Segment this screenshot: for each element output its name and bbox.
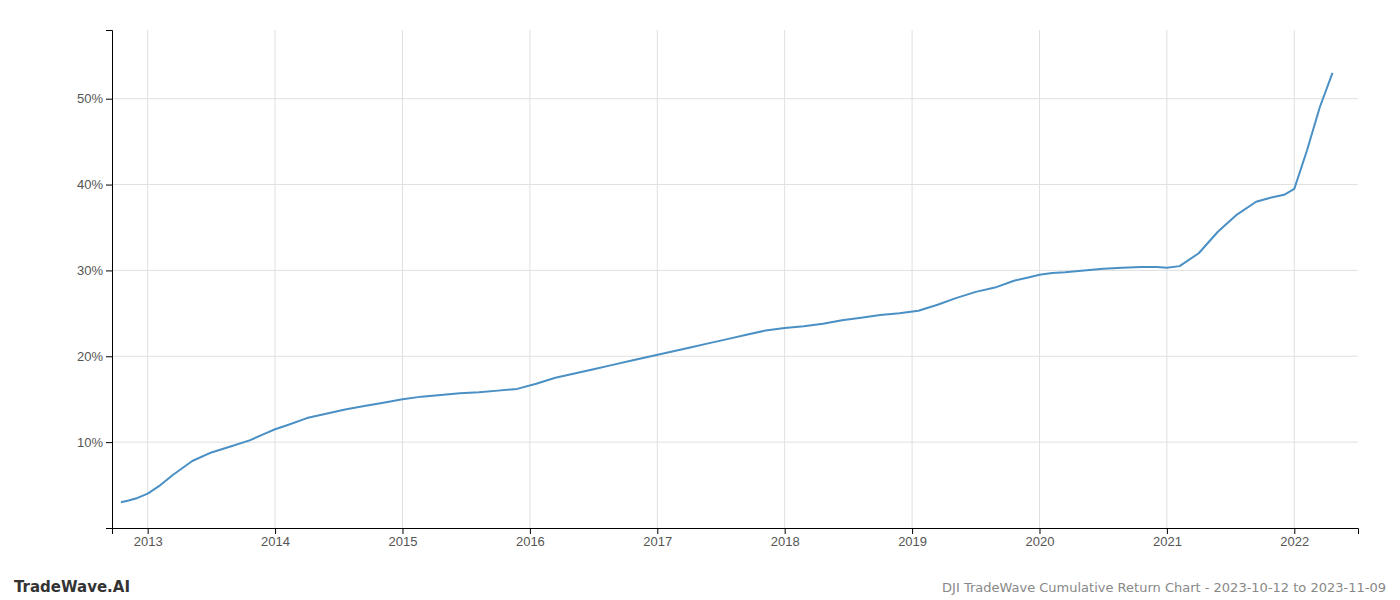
x-axis-tick-label: 2019 bbox=[898, 534, 927, 549]
y-axis-tick-mark bbox=[106, 99, 112, 100]
line bbox=[121, 73, 1333, 502]
plot-area bbox=[121, 73, 1333, 502]
x-axis-tick: 2018 bbox=[771, 528, 800, 549]
chart: 2013 2014 2015 2016 2017 2018 2019 2020 2021 2022… bbox=[0, 0, 1400, 600]
grid-line-x bbox=[147, 30, 148, 528]
x-axis-tick: 2021 bbox=[1153, 528, 1182, 549]
grid-line-x bbox=[912, 30, 913, 528]
grid bbox=[112, 30, 1358, 528]
grid-line-x bbox=[784, 30, 785, 528]
y-axis-line bbox=[106, 31, 113, 529]
grid-line-y bbox=[112, 270, 1358, 271]
y-axis-tick: 10% bbox=[77, 435, 112, 450]
y-axis-tick-label: 50% bbox=[77, 91, 103, 106]
x-axis-tick: 2016 bbox=[516, 528, 545, 549]
grid-line-y bbox=[112, 184, 1358, 185]
y-axis-tick-label: 10% bbox=[77, 435, 103, 450]
grid-line-x bbox=[529, 30, 530, 528]
x-axis-tick-label: 2020 bbox=[1026, 534, 1055, 549]
x-axis-tick-mark bbox=[785, 528, 786, 534]
grid-line-x bbox=[1039, 30, 1040, 528]
grid-line-y bbox=[112, 98, 1358, 99]
annotation: TradeWave.AI bbox=[14, 578, 130, 596]
x-axis-tick-label: 2015 bbox=[389, 534, 418, 549]
x-axis-tick-label: 2018 bbox=[771, 534, 800, 549]
x-axis-tick-label: 2014 bbox=[261, 534, 290, 549]
x-axis-tick-mark bbox=[1294, 528, 1295, 534]
y-axis-tick: 20% bbox=[77, 349, 112, 364]
grid-line-y bbox=[112, 442, 1358, 443]
grid-line-y bbox=[112, 356, 1358, 357]
title: DJI TradeWave Cumulative Return Chart - … bbox=[942, 580, 1386, 595]
x-axis-tick-mark bbox=[402, 528, 403, 534]
y-axis-tick-mark bbox=[106, 185, 112, 186]
y-axis-tick: 50% bbox=[77, 91, 112, 106]
x-axis: 2013 2014 2015 2016 2017 2018 2019 2020 2021 2022 bbox=[113, 528, 1359, 549]
x-axis-tick: 2013 bbox=[134, 528, 163, 549]
y-axis: 10% 20% 30% 40% 50% bbox=[77, 31, 113, 529]
x-axis-tick: 2019 bbox=[898, 528, 927, 549]
x-axis-tick-mark bbox=[148, 528, 149, 534]
grid-line-x bbox=[1294, 30, 1295, 528]
y-axis-tick-mark bbox=[106, 270, 112, 271]
y-axis-tick: 30% bbox=[77, 263, 112, 278]
y-axis-tick-label: 40% bbox=[77, 177, 103, 192]
y-axis-tick: 40% bbox=[77, 177, 112, 192]
x-axis-tick-label: 2016 bbox=[516, 534, 545, 549]
x-axis-tick: 2022 bbox=[1280, 528, 1309, 549]
x-axis-tick-mark bbox=[1039, 528, 1040, 534]
grid-line-x bbox=[275, 30, 276, 528]
x-axis-tick-label: 2022 bbox=[1280, 534, 1309, 549]
x-axis-tick-label: 2013 bbox=[134, 534, 163, 549]
x-axis-tick: 2017 bbox=[643, 528, 672, 549]
x-axis-tick-mark bbox=[657, 528, 658, 534]
x-axis-tick-mark bbox=[1167, 528, 1168, 534]
x-axis-tick: 2020 bbox=[1026, 528, 1055, 549]
grid-line-x bbox=[657, 30, 658, 528]
x-axis-tick-mark bbox=[530, 528, 531, 534]
y-axis-tick-mark bbox=[106, 356, 112, 357]
y-axis-tick-mark bbox=[106, 442, 112, 443]
x-axis-tick-mark bbox=[912, 528, 913, 534]
x-axis-tick-label: 2017 bbox=[643, 534, 672, 549]
grid-line-x bbox=[1166, 30, 1167, 528]
y-axis-tick-label: 20% bbox=[77, 349, 103, 364]
x-axis-tick: 2015 bbox=[389, 528, 418, 549]
y-axis-tick-label: 30% bbox=[77, 263, 103, 278]
x-axis-line bbox=[113, 529, 1359, 535]
x-axis-tick-mark bbox=[275, 528, 276, 534]
grid-line-x bbox=[402, 30, 403, 528]
x-axis-tick: 2014 bbox=[261, 528, 290, 549]
x-axis-tick-label: 2021 bbox=[1153, 534, 1182, 549]
